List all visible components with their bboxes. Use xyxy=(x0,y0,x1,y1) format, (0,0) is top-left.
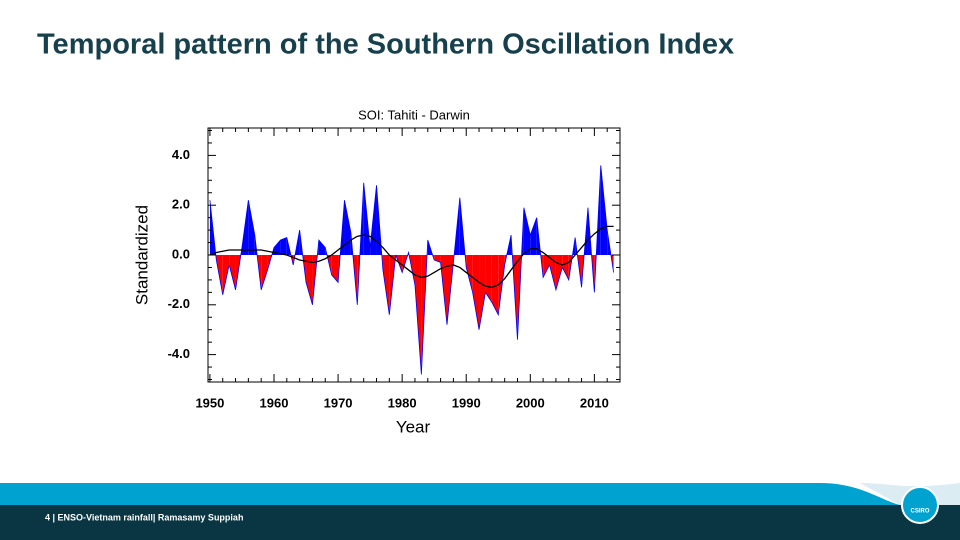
area-segment xyxy=(530,217,537,255)
area-segment xyxy=(306,255,313,305)
slide-title: Temporal pattern of the Southern Oscilla… xyxy=(37,29,734,61)
area-segment xyxy=(280,237,287,255)
area-segment xyxy=(491,255,499,315)
area-segment xyxy=(549,255,556,290)
area-segment xyxy=(479,255,486,330)
area-segment xyxy=(555,255,563,290)
footer-strip xyxy=(0,483,900,505)
x-tick-label: 1990 xyxy=(452,395,481,410)
area-segment xyxy=(261,255,268,290)
smoothed-line xyxy=(209,225,614,289)
area-segment xyxy=(273,240,281,255)
area-segment xyxy=(331,255,339,283)
area-segment xyxy=(472,255,480,330)
area-segment xyxy=(543,255,550,278)
area-segment xyxy=(414,255,422,375)
y-tick-label: -4.0 xyxy=(168,346,190,361)
area-segment xyxy=(562,255,569,280)
area-segment xyxy=(485,255,492,303)
area-segment xyxy=(248,200,255,255)
x-tick-label: 1970 xyxy=(324,395,353,410)
y-tick-label: 2.0 xyxy=(172,197,190,212)
x-tick-label: 2010 xyxy=(580,395,609,410)
y-tick-label: 0.0 xyxy=(172,246,190,261)
area-segment xyxy=(382,255,390,315)
y-tick-label: -2.0 xyxy=(168,296,190,311)
footer-text: 4 | ENSO-Vietnam rainfall| Ramasamy Supp… xyxy=(45,512,243,522)
area-segment xyxy=(466,255,473,293)
y-axis-label: Standardized xyxy=(132,205,151,305)
chart-title: SOI: Tahiti - Darwin xyxy=(358,107,470,122)
area-segment xyxy=(600,165,608,255)
area-segment xyxy=(523,207,531,255)
x-tick-label: 2000 xyxy=(516,395,545,410)
footer-band xyxy=(0,505,960,540)
x-tick-label: 1950 xyxy=(195,395,224,410)
area-outline xyxy=(209,165,614,375)
x-tick-label: 1960 xyxy=(260,395,289,410)
logo-text: CSIRO xyxy=(910,509,929,515)
logo xyxy=(901,486,939,524)
y-tick-label: 4.0 xyxy=(172,147,190,162)
x-axis-label: Year xyxy=(396,417,431,436)
area-segment xyxy=(434,255,441,263)
area-segment xyxy=(222,255,230,295)
area-segment xyxy=(318,240,326,255)
area-segment xyxy=(229,255,236,290)
x-tick-label: 1980 xyxy=(388,395,417,410)
